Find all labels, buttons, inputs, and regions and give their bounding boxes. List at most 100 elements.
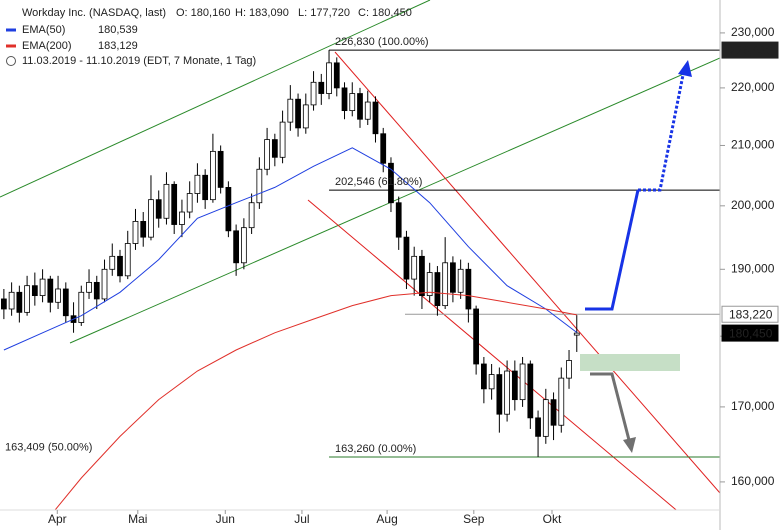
y-tick-label: 210,000: [731, 138, 775, 152]
legend-name: EMA(200): [22, 40, 72, 52]
x-tick-label: Aug: [376, 512, 397, 526]
level-label: 226,830 (100.00%): [335, 36, 429, 48]
level-label: 163,260 (0.00%): [335, 443, 416, 455]
candles: [0, 50, 580, 457]
candle-body: [264, 139, 270, 170]
drawings: [0, 0, 720, 510]
candle-body: [426, 272, 433, 297]
candle-body: [132, 220, 139, 244]
candle-body: [504, 370, 510, 415]
candle-body: [124, 243, 131, 277]
candle-body: [419, 255, 425, 297]
candle-body: [148, 199, 154, 238]
candle-body: [248, 202, 255, 229]
channel-line: [0, 0, 431, 198]
candle-body: [372, 101, 379, 135]
price-tag: [721, 41, 779, 59]
legend-value: 183,129: [98, 40, 138, 52]
y-tick-label: 220,000: [731, 80, 775, 94]
candle-body: [496, 374, 503, 415]
legend-name: EMA(50): [22, 24, 65, 36]
candle-body: [233, 230, 240, 264]
channel-line: [69, 57, 720, 344]
candle-body: [388, 162, 394, 204]
candle-body: [186, 193, 193, 213]
candle-body: [326, 62, 332, 94]
candle-body: [225, 187, 232, 232]
candle-body: [47, 278, 54, 303]
candle-body: [473, 308, 480, 365]
candle-body: [511, 370, 518, 401]
ohlc-label: H: 183,090: [235, 7, 289, 19]
scenario-arrow: [585, 189, 640, 311]
x-tick-label: Sep: [463, 512, 485, 526]
candle-body: [16, 291, 23, 313]
candle-body: [155, 199, 162, 219]
candle-body: [295, 98, 301, 129]
arrow-head: [678, 60, 692, 77]
candle-body: [318, 81, 325, 94]
candle-body: [566, 360, 572, 379]
indicator-lines: [3, 147, 578, 510]
y-tick-label: 190,000: [731, 261, 775, 275]
ohlc-label: L: 177,720: [298, 7, 350, 19]
candle-body: [171, 183, 178, 225]
x-tick-label: Jul: [294, 512, 309, 526]
candle-body: [349, 93, 356, 112]
x-tick-label: Apr: [48, 512, 67, 526]
candle-body: [240, 227, 247, 264]
candle-body: [519, 363, 526, 401]
candle-body: [480, 363, 487, 390]
candle-body: [31, 285, 38, 297]
candle-body: [380, 133, 387, 164]
candle-body: [256, 168, 263, 204]
level-label: 163,409 (50.00%): [5, 442, 92, 454]
candle-body: [411, 255, 418, 280]
price-tag-label: 183,220: [729, 307, 773, 321]
candle-body: [395, 202, 402, 238]
target-zone: [580, 354, 680, 371]
header: Workday Inc. (NASDAQ, last) O: 180,160 H…: [6, 7, 412, 67]
ema-line: [3, 147, 578, 351]
candle-body: [357, 93, 363, 120]
timespan: 11.03.2019 - 11.10.2019 (EDT, 7 Monate, …: [22, 55, 256, 67]
candle-body: [403, 236, 410, 280]
candle-body: [341, 87, 348, 112]
y-tick-label: 160,000: [731, 474, 775, 488]
candle-body: [179, 211, 185, 225]
candle-body: [434, 272, 441, 307]
x-tick-label: Jun: [216, 512, 235, 526]
y-tick-label: 230,000: [731, 25, 775, 39]
candle-body: [93, 281, 100, 300]
candle-body: [558, 377, 565, 426]
candle-body: [527, 363, 534, 419]
candle-body: [78, 291, 85, 323]
y-tick-label: 200,000: [731, 198, 775, 212]
candle-body: [8, 291, 15, 310]
candle-body: [442, 262, 449, 307]
candle-body: [210, 150, 216, 201]
candle-body: [39, 278, 46, 297]
legend-value: 180,539: [98, 24, 138, 36]
axis: 160,000170,000180,000190,000200,000210,0…: [48, 25, 775, 526]
candle-body: [457, 268, 464, 293]
price-tag-label: 180,450: [729, 326, 773, 340]
levels: [329, 49, 720, 458]
candle-body: [62, 288, 69, 317]
candle-body: [271, 139, 278, 158]
clock-icon: [6, 56, 16, 66]
arrows: [585, 60, 692, 453]
candle-body: [140, 220, 147, 238]
candle-body: [287, 98, 294, 123]
candle-body: [542, 399, 549, 437]
ohlc-label: O: 180,160: [176, 7, 230, 19]
candle-body: [101, 268, 108, 300]
candle-body: [279, 121, 286, 158]
candle-body: [488, 374, 495, 390]
y-tick-label: 170,000: [731, 399, 775, 413]
ohlc-label: C: 180,450: [358, 7, 412, 19]
candle-body: [465, 268, 472, 310]
candle-body: [302, 104, 309, 129]
candle-body: [364, 101, 371, 120]
